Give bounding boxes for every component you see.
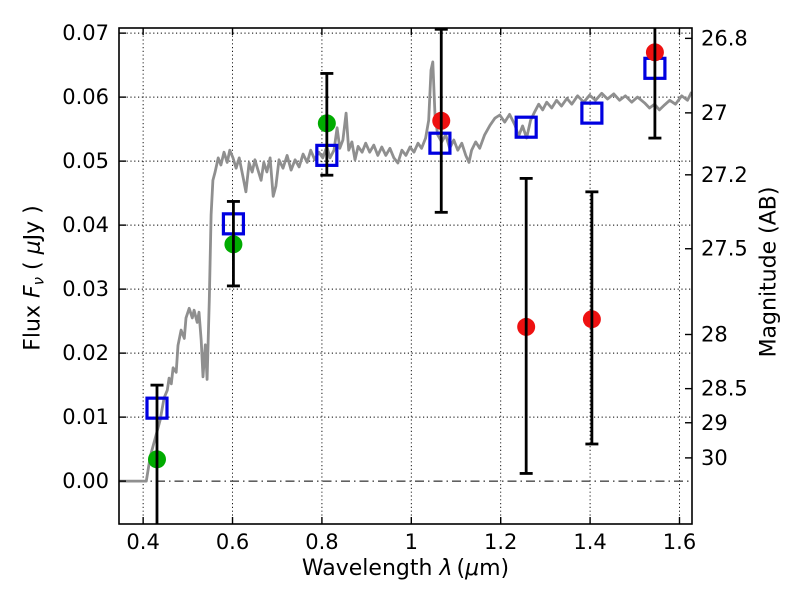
x-tick-label: 0.4 — [126, 530, 159, 554]
lambda-symbol: λ — [439, 556, 453, 581]
x-tick-label: 1 — [405, 530, 418, 554]
y-right-tick-label: 27 — [701, 101, 728, 125]
y-left-axis-title: Flux Fν ( μJy ) — [21, 205, 48, 350]
x-tick-label: 1.4 — [573, 530, 606, 554]
y-right-axis-title: Magnitude (AB) — [756, 186, 782, 358]
x-axis-title-word: Wavelength — [301, 556, 433, 581]
model-flux-square — [514, 115, 538, 139]
y-right-tick-label: 26.8 — [701, 26, 748, 50]
x-tick-label: 1.6 — [663, 530, 696, 554]
model-flux-square — [580, 101, 604, 125]
flux-symbol: F — [20, 285, 46, 298]
y-left-tick-label: 0.06 — [62, 85, 109, 109]
mu-symbol-flux: μ — [20, 240, 46, 255]
y-left-unit-open: ( — [20, 254, 46, 270]
y-right-tick-label: 28 — [701, 322, 728, 346]
x-axis-unit-close: m) — [479, 556, 510, 581]
x-tick-label: 1.2 — [484, 530, 517, 554]
y-right-tick-label: 30 — [701, 446, 728, 470]
x-tick-label: 0.8 — [305, 530, 338, 554]
y-left-tick-label: 0.02 — [62, 341, 109, 365]
x-axis-title: Wavelength λ (μm) — [119, 556, 692, 581]
error-bars — [150, 28, 662, 524]
y-left-tick-label: 0.07 — [62, 21, 109, 45]
x-axis-unit-open: ( — [456, 556, 466, 581]
y-left-title-word: Flux — [20, 304, 46, 351]
y-left-tick-label: 0.04 — [62, 213, 109, 237]
y-left-tick-label: 0.01 — [62, 405, 109, 429]
y-left-tick-label: 0.03 — [62, 277, 109, 301]
nu-subscript: ν — [29, 276, 48, 286]
y-left-tick-label: 0.00 — [62, 469, 109, 493]
y-left-tick-label: 0.05 — [62, 149, 109, 173]
y-left-unit-close: Jy ) — [20, 205, 46, 241]
y-right-tick-label: 28.5 — [701, 377, 748, 401]
y-right-tick-label: 27.2 — [701, 163, 748, 187]
y-right-tick-label: 27.5 — [701, 237, 748, 261]
y-right-tick-label: 29 — [701, 411, 728, 435]
model-spectrum-line — [119, 60, 692, 483]
axes-frame — [118, 27, 693, 525]
x-tick-label: 0.6 — [216, 530, 249, 554]
mu-symbol: μ — [465, 556, 480, 581]
